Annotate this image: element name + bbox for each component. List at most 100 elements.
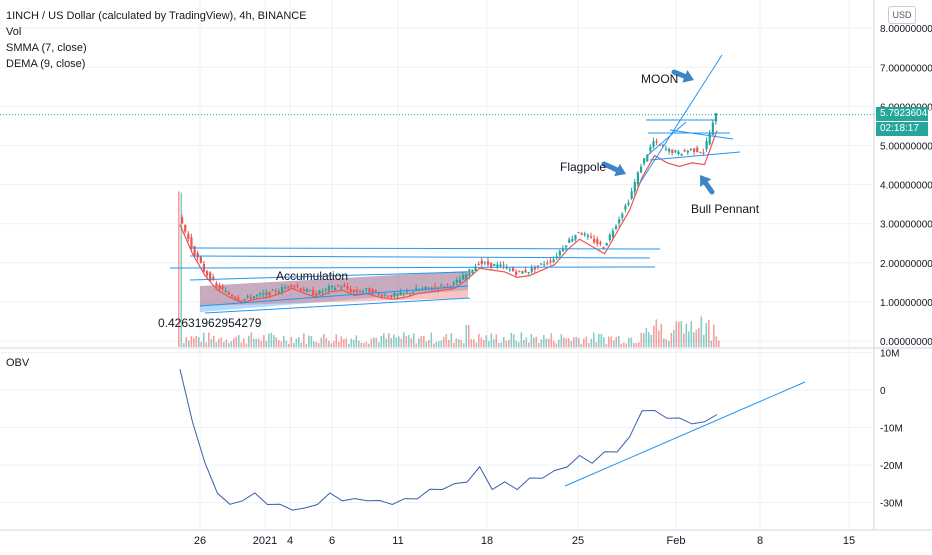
candle-body [677,151,680,154]
volume-bar [325,338,328,347]
volume-bar [623,342,625,347]
volume-bar [390,338,393,347]
candle-body [362,291,365,293]
candle-body [305,289,309,292]
pennant-arrow-head [700,175,712,187]
volume-bar [363,343,365,347]
volume-bar [655,319,658,347]
candle-body [290,284,293,287]
volume-bar [198,337,200,347]
candle-body [224,290,227,293]
volume-bar [703,334,705,347]
volume-bar [305,343,308,347]
volume-bar [525,337,528,347]
volume-bar [228,343,230,347]
candle-body [696,147,699,152]
candle-body [511,267,515,272]
volume-bar [310,336,313,347]
volume-bar [260,340,263,347]
volume-bar [373,337,375,347]
volume-bar [640,332,643,347]
candle-body [571,238,574,242]
volume-bar [653,325,655,347]
volume-bar [215,341,218,347]
volume-bar [635,343,638,347]
volume-bar [593,332,595,347]
candle-body [618,219,621,224]
candle-body [187,233,190,240]
price-tick-label: 4.00000000 [880,181,932,192]
volume-bar [660,323,663,347]
currency-button[interactable]: USD [888,6,916,24]
volume-bar [375,337,378,347]
candle-body [668,148,671,152]
candle-body [255,294,259,296]
candle-body [693,148,696,152]
candle-body [574,235,577,240]
candle-body [315,293,318,296]
candle-body [568,239,571,243]
volume-bar [613,340,615,347]
candle-body [387,296,390,298]
volume-bar [453,342,455,347]
candle-body [549,260,552,263]
volume-bar [610,336,613,347]
volume-bar [473,339,475,347]
volume-bar [558,339,560,347]
smma-line [179,130,718,304]
volume-bar [298,336,300,347]
volume-bar [345,338,348,347]
volume-bar [478,333,480,347]
volume-bar [718,340,720,347]
volume-bar [543,334,545,347]
volume-bar [508,340,510,347]
volume-bar [538,342,540,347]
volume-bar [713,324,715,347]
volume-bar [658,330,660,347]
volume-bar [485,335,488,347]
candle-body [611,231,615,238]
volume-bar [440,340,443,347]
volume-bar [208,332,210,347]
candle-body [561,248,565,252]
volume-bar [693,332,695,347]
candle-body [527,272,530,274]
candle-body [327,286,330,291]
volume-bar [575,336,578,347]
volume-bar [365,341,368,347]
candle-body [340,287,343,289]
volume-bar [570,341,573,347]
candle-body [555,256,558,258]
candle-body [558,250,561,256]
volume-bar [463,343,465,347]
volume-bar [565,338,568,347]
volume-bar [583,338,585,347]
candle-body [593,238,596,243]
volume-bar [598,333,600,347]
candle-body [184,224,187,232]
volume-bar [423,335,425,347]
volume-bar [513,334,515,347]
volume-bar [190,336,193,347]
flagpole-arrow-head [614,163,626,177]
volume-bar [528,342,530,347]
trendline [199,285,469,307]
volume-bar [550,333,553,347]
time-tick-label: 2021 [253,535,277,547]
volume-bar [398,336,400,347]
volume-bar [433,343,435,347]
chart-title: 1INCH / US Dollar (calculated by Trading… [6,10,307,22]
candle-body [274,290,277,293]
volume-bar [358,340,360,347]
candle-body [630,191,633,199]
candle-body [577,232,580,234]
candle-body [358,291,362,293]
volume-bar [678,321,680,347]
volume-bar [180,192,183,347]
candle-body [424,286,427,289]
candle-body [393,293,396,298]
volume-bar [560,334,563,347]
candle-body [589,236,593,238]
